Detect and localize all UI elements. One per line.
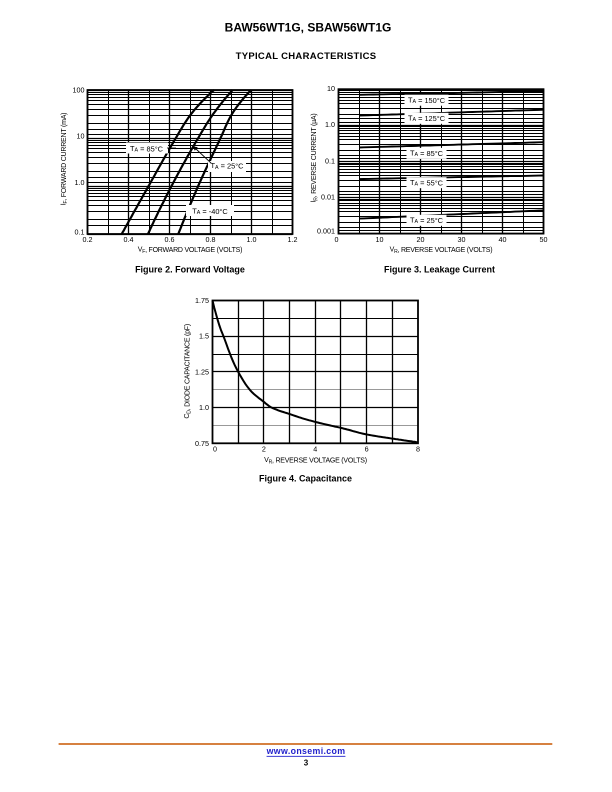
svg-text:CD, DIODE CAPACITANCE (pF): CD, DIODE CAPACITANCE (pF): [184, 324, 193, 419]
svg-text:TA = 25°C: TA = 25°C: [410, 215, 444, 225]
svg-text:TA = 85°C: TA = 85°C: [410, 149, 444, 159]
svg-text:1.2: 1.2: [288, 235, 298, 244]
svg-text:TA = 55°C: TA = 55°C: [410, 178, 444, 188]
svg-text:0: 0: [213, 445, 217, 454]
svg-text:IF, FORWARD CURRENT (mA): IF, FORWARD CURRENT (mA): [60, 113, 69, 206]
svg-text:3: 3: [304, 759, 309, 768]
svg-text:2: 2: [262, 445, 266, 454]
svg-text:VF, FORWARD VOLTAGE (VOLTS): VF, FORWARD VOLTAGE (VOLTS): [138, 246, 243, 255]
svg-text:1.0: 1.0: [325, 120, 335, 129]
svg-text:0: 0: [335, 235, 339, 244]
svg-text:VR, REVERSE VOLTAGE (VOLTS): VR, REVERSE VOLTAGE (VOLTS): [390, 246, 493, 255]
svg-text:0.4: 0.4: [124, 235, 134, 244]
svg-text:1.5: 1.5: [199, 332, 209, 341]
svg-text:100: 100: [73, 86, 85, 95]
svg-text:20: 20: [417, 235, 425, 244]
svg-text:1.25: 1.25: [195, 367, 209, 376]
svg-text:50: 50: [540, 235, 548, 244]
svg-text:0.2: 0.2: [83, 235, 93, 244]
svg-text:IR, REVERSE CURRENT (µA): IR, REVERSE CURRENT (µA): [311, 113, 320, 202]
svg-text:TA = 125°C: TA = 125°C: [408, 113, 446, 123]
svg-text:TA = 25°C: TA = 25°C: [210, 161, 244, 171]
svg-text:TA = 150°C: TA = 150°C: [408, 95, 446, 105]
svg-text:0.1: 0.1: [325, 156, 335, 165]
svg-text:8: 8: [416, 445, 420, 454]
svg-text:1.75: 1.75: [195, 296, 209, 305]
svg-text:6: 6: [365, 445, 369, 454]
svg-text:0.001: 0.001: [317, 227, 335, 236]
svg-text:10: 10: [327, 84, 335, 93]
svg-text:0.75: 0.75: [195, 439, 209, 448]
svg-text:1.0: 1.0: [75, 178, 85, 187]
svg-text:0.8: 0.8: [206, 235, 216, 244]
svg-text:10: 10: [376, 235, 384, 244]
svg-text:30: 30: [458, 235, 466, 244]
svg-text:0.6: 0.6: [165, 235, 175, 244]
svg-text:BAW56WT1G, SBAW56WT1G: BAW56WT1G, SBAW56WT1G: [225, 20, 392, 34]
svg-text:Figure 2. Forward Voltage: Figure 2. Forward Voltage: [135, 265, 245, 275]
svg-text:10: 10: [77, 132, 85, 141]
svg-text:0.01: 0.01: [321, 192, 335, 201]
svg-text:Figure 4. Capacitance: Figure 4. Capacitance: [259, 474, 352, 484]
svg-text:Figure 3. Leakage Current: Figure 3. Leakage Current: [384, 265, 495, 275]
svg-text:4: 4: [313, 445, 317, 454]
svg-text:1.0: 1.0: [199, 403, 209, 412]
svg-text:40: 40: [499, 235, 507, 244]
svg-text:TA = 85°C: TA = 85°C: [130, 144, 164, 154]
svg-text:0.1: 0.1: [75, 228, 85, 237]
svg-text:VR, REVERSE VOLTAGE (VOLTS): VR, REVERSE VOLTAGE (VOLTS): [264, 457, 367, 466]
svg-text:TA = -40°C: TA = -40°C: [192, 206, 228, 216]
svg-text:1.0: 1.0: [247, 235, 257, 244]
svg-text:www.onsemi.com: www.onsemi.com: [266, 746, 346, 756]
svg-text:TYPICAL CHARACTERISTICS: TYPICAL CHARACTERISTICS: [236, 51, 377, 62]
